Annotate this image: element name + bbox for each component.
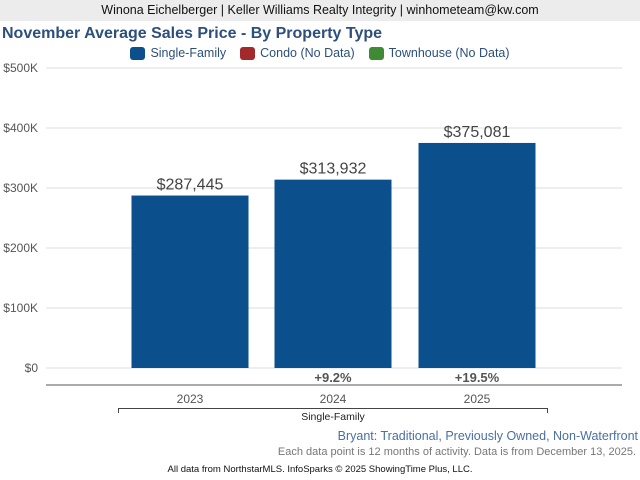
legend-item-townhouse[interactable]: Townhouse (No Data) (368, 46, 510, 60)
legend-swatch (240, 46, 256, 60)
bar-2024 (274, 179, 392, 368)
y-tick-label: $200K (3, 241, 38, 255)
group-bracket (118, 408, 548, 413)
legend-label: Townhouse (No Data) (388, 46, 510, 60)
x-tick-label: 2025 (464, 392, 491, 406)
x-tick-label: 2024 (320, 392, 347, 406)
legend-swatch (130, 46, 146, 60)
bar-value-label: $313,932 (300, 161, 367, 178)
y-tick-label: $0 (25, 361, 39, 375)
y-tick-label: $500K (3, 61, 38, 75)
legend-label: Single-Family (150, 46, 227, 60)
legend: Single-Family Condo (No Data) Townhouse … (0, 46, 640, 60)
legend-label: Condo (No Data) (260, 46, 355, 60)
x-tick-label: 2023 (177, 392, 204, 406)
data-note: Each data point is 12 months of activity… (277, 446, 636, 458)
change-label: +19.5% (455, 370, 500, 385)
footer: All data from NorthstarMLS. InfoSparks ©… (167, 464, 473, 475)
bar-chart: $0 $100K $200K $300K $400K $500K $287,445 2023 $… (3, 61, 622, 423)
group-label: Single-Family (301, 411, 365, 423)
bar-2025 (418, 142, 536, 368)
agent-header: Winona Eichelberger | Keller Williams Re… (0, 0, 640, 21)
chart-title: November Average Sales Price - By Proper… (2, 25, 383, 42)
legend-item-single-family[interactable]: Single-Family (130, 46, 226, 60)
y-tick-label: $100K (3, 301, 38, 315)
change-label: +9.2% (314, 370, 352, 385)
y-tick-label: $400K (3, 121, 38, 135)
bar-value-label: $287,445 (157, 177, 224, 194)
legend-item-condo[interactable]: Condo (No Data) (240, 46, 355, 60)
bar-2023 (131, 195, 249, 368)
legend-swatch (368, 46, 384, 60)
bar-value-label: $375,081 (444, 124, 511, 141)
y-tick-label: $300K (3, 181, 38, 195)
filter-subtitle: Bryant: Traditional, Previously Owned, N… (337, 429, 638, 443)
